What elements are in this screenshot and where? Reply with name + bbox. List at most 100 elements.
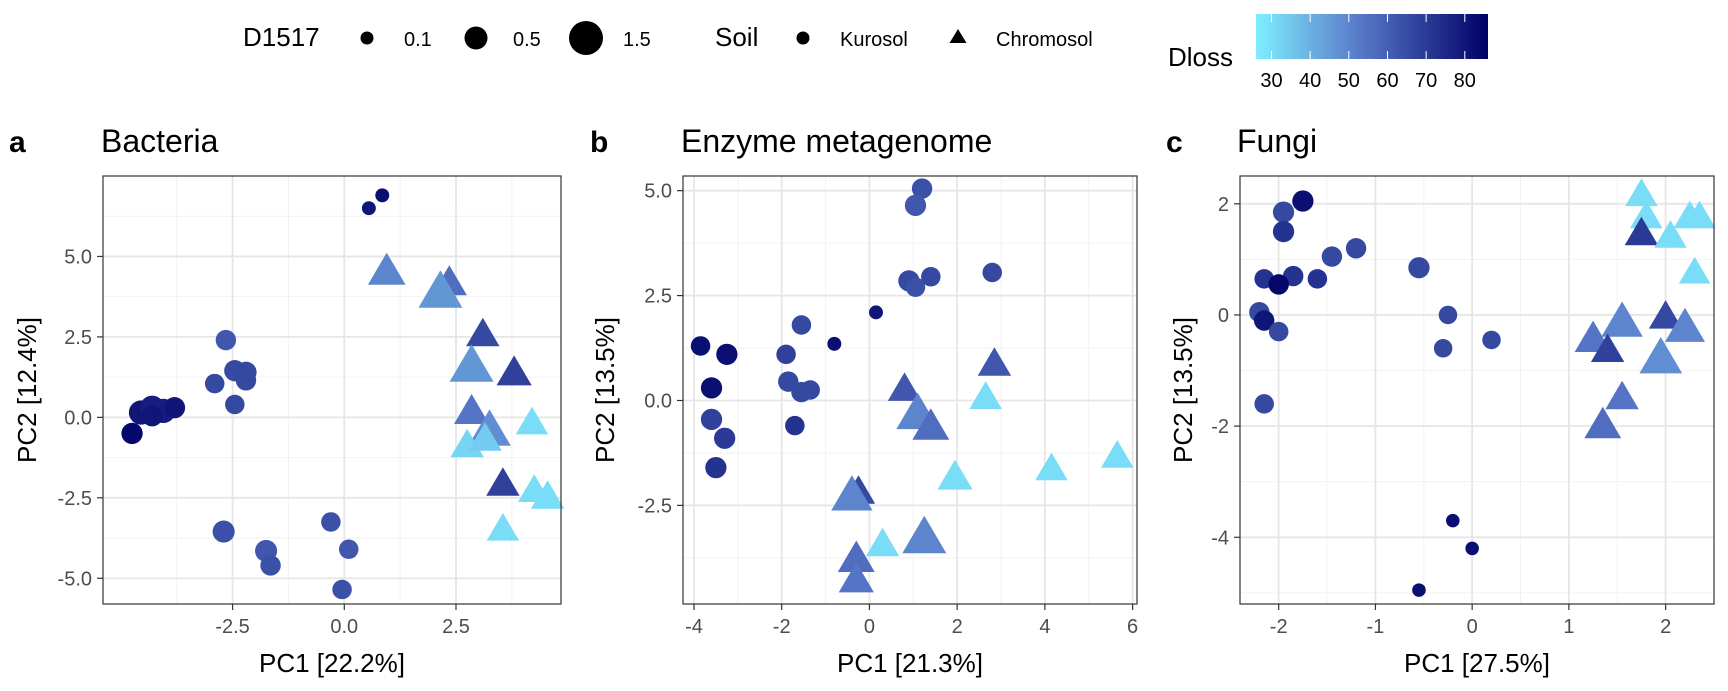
point-chromosol <box>1624 216 1659 246</box>
point-kurosol <box>321 512 341 532</box>
y-tick-label: 2.5 <box>644 286 672 308</box>
panel-tag: c <box>1166 126 1183 159</box>
plot-area <box>1240 176 1714 604</box>
point-chromosol <box>1590 333 1625 362</box>
point-kurosol <box>1292 190 1314 212</box>
point-kurosol <box>911 178 933 199</box>
point-kurosol <box>212 520 235 543</box>
color-legend: Dloss 30 40 50 60 70 80 <box>1168 14 1488 92</box>
point-chromosol <box>515 406 549 435</box>
point-kurosol <box>225 394 245 415</box>
y-tick-label: 2 <box>1218 194 1229 216</box>
minor-grid <box>683 176 1137 604</box>
point-chromosol <box>1639 337 1683 374</box>
y-axis-title: PC2 [13.5%] <box>1168 317 1198 463</box>
point-kurosol <box>716 343 738 365</box>
x-tick-label: -2 <box>773 616 791 638</box>
point-chromosol <box>1035 452 1068 481</box>
point-chromosol <box>1665 307 1705 342</box>
color-bar-tick-label: 50 <box>1338 70 1360 92</box>
size-legend-key-2 <box>569 21 603 55</box>
x-tick-label: 2.5 <box>442 616 470 638</box>
point-kurosol <box>141 405 163 427</box>
legend: D1517 0.1 0.5 1.5 Soil Kurosol Chromosol… <box>243 14 1488 92</box>
panel-title: Bacteria <box>101 123 219 159</box>
shape-legend-key-circle <box>796 31 810 45</box>
plot-border <box>102 175 562 605</box>
point-kurosol <box>791 315 812 335</box>
y-tick-label: 5.0 <box>644 181 672 203</box>
point-chromosol <box>1630 200 1663 229</box>
x-tick-label: 2 <box>1660 616 1671 638</box>
scatter-points <box>1249 178 1716 597</box>
panel-bacteria: a Bacteria -2.5 0.0 2.5 -5.0-2.50.02.55.0 … <box>9 123 565 678</box>
point-chromosol <box>1678 256 1711 284</box>
point-chromosol <box>937 459 973 490</box>
point-kurosol <box>1482 330 1501 350</box>
y-tick-label: -5.0 <box>58 568 92 590</box>
point-kurosol <box>700 377 723 399</box>
y-tick-label: 0.0 <box>644 390 672 412</box>
x-tick-label: -1 <box>1367 616 1385 638</box>
x-tick-label: -2.5 <box>215 616 249 638</box>
color-bar-ticks: 30 40 50 60 70 80 <box>1260 14 1476 92</box>
scatter-points <box>121 188 565 600</box>
x-tick-label: 0 <box>864 616 875 638</box>
plot-border <box>682 175 1138 605</box>
point-kurosol <box>215 329 237 351</box>
point-chromosol <box>530 480 565 509</box>
point-kurosol <box>714 427 736 449</box>
x-axis-title: PC1 [27.5%] <box>1404 648 1550 678</box>
point-chromosol <box>466 317 500 347</box>
size-legend-key-0 <box>360 31 374 45</box>
x-tick-label: -4 <box>685 616 703 638</box>
x-tick-label: 1 <box>1563 616 1574 638</box>
point-chromosol <box>1648 300 1683 329</box>
panel-tag: a <box>9 126 26 159</box>
point-kurosol <box>776 344 796 365</box>
size-legend-label-0: 0.1 <box>404 29 432 51</box>
y-tick-label: 0.0 <box>64 407 92 429</box>
x-axis-ticks: -2.5 0.0 2.5 <box>215 604 470 638</box>
point-kurosol <box>235 370 257 391</box>
point-chromosol <box>887 372 922 401</box>
point-kurosol <box>339 539 359 560</box>
point-kurosol <box>1345 238 1367 259</box>
point-kurosol <box>1272 220 1295 243</box>
plot-area <box>103 176 561 604</box>
point-chromosol <box>1101 440 1134 468</box>
x-tick-label: 6 <box>1127 616 1138 638</box>
color-bar-tick-label: 70 <box>1415 70 1437 92</box>
color-bar-tick-label: 80 <box>1454 70 1476 92</box>
y-axis-ticks: -2.5 0.0 2.5 5.0 <box>638 181 683 517</box>
point-kurosol <box>1253 310 1275 331</box>
shape-legend: Soil Kurosol Chromosol <box>715 22 1093 52</box>
y-tick-label: -2 <box>1211 416 1229 438</box>
point-kurosol <box>690 336 711 356</box>
point-chromosol <box>1601 301 1643 337</box>
y-tick-label: 0 <box>1218 305 1229 327</box>
point-kurosol <box>1465 541 1479 556</box>
x-axis-ticks: -2 -1 0 1 2 <box>1270 604 1671 638</box>
point-kurosol <box>1321 246 1343 267</box>
point-kurosol <box>700 408 723 431</box>
point-kurosol <box>705 456 727 479</box>
point-chromosol <box>912 408 950 440</box>
point-kurosol <box>375 188 390 203</box>
point-kurosol <box>1412 583 1426 597</box>
point-kurosol <box>1433 339 1453 358</box>
point-kurosol <box>163 397 186 419</box>
x-tick-label: -2 <box>1270 616 1288 638</box>
point-chromosol <box>1625 178 1658 207</box>
size-legend-label-1: 0.5 <box>513 29 541 51</box>
x-tick-label: 2 <box>952 616 963 638</box>
y-tick-label: -2.5 <box>58 488 92 510</box>
point-kurosol <box>1408 257 1430 279</box>
color-bar <box>1256 14 1488 59</box>
size-legend: D1517 0.1 0.5 1.5 <box>243 21 651 55</box>
point-kurosol <box>800 380 820 400</box>
shape-legend-title: Soil <box>715 22 758 52</box>
point-kurosol <box>1446 513 1460 528</box>
shape-legend-label-0: Kurosol <box>840 29 908 51</box>
x-tick-label: 0.0 <box>330 616 358 638</box>
